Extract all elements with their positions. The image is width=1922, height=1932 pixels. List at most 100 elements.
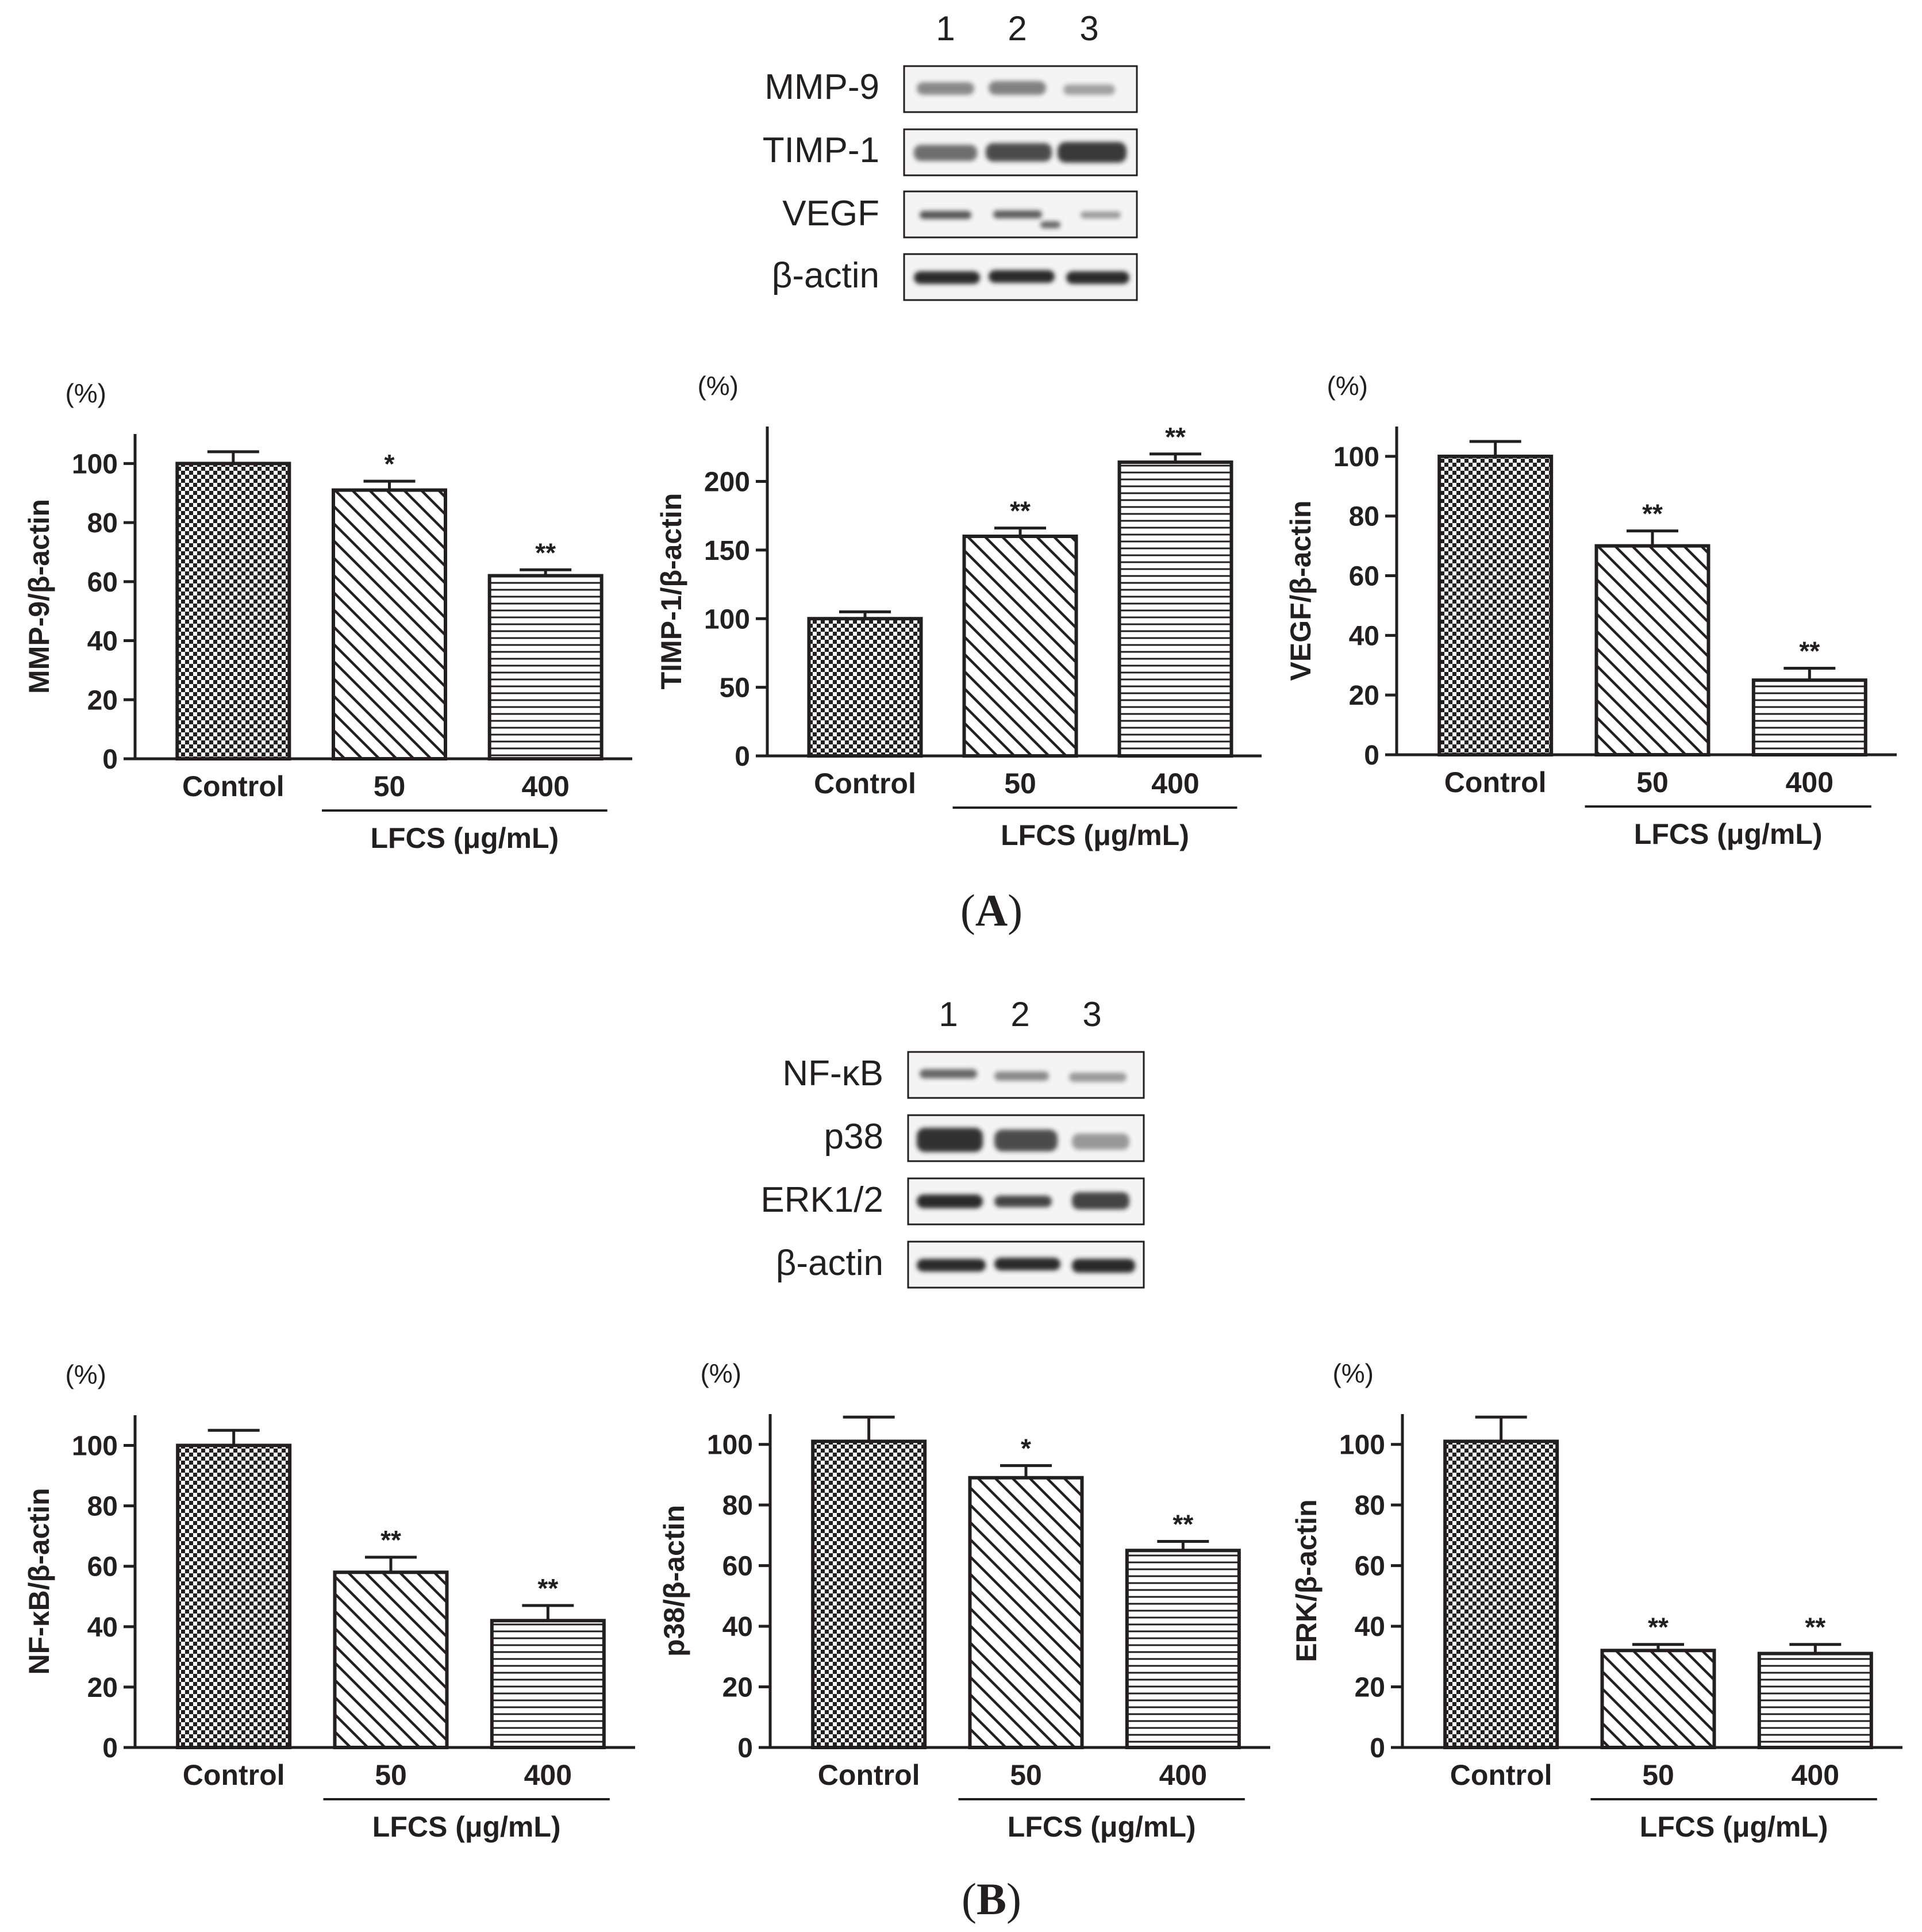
y-tick-label: 20 (722, 1673, 753, 1703)
y-tick-label: 40 (87, 627, 118, 657)
y-tick-label: 60 (1349, 562, 1379, 592)
significance-mark: ** (1799, 636, 1820, 666)
significance-mark: ** (1805, 1612, 1825, 1642)
group-label: LFCS (μg/mL) (1640, 1811, 1828, 1843)
x-tick-label: Control (183, 1759, 285, 1791)
band (994, 1196, 1052, 1207)
band (1040, 221, 1060, 228)
significance-mark: * (1021, 1434, 1031, 1464)
x-tick-label: Control (1450, 1759, 1552, 1791)
y-unit-label: (%) (65, 378, 106, 408)
significance-mark: ** (1642, 499, 1663, 529)
bar-50 (962, 535, 1078, 758)
bar-400 (1125, 1549, 1241, 1749)
y-tick-label: 100 (72, 1431, 118, 1462)
blot-panel-a: 1 2 3 MMP-9 TIMP-1 VEGF β-actin (763, 9, 1138, 301)
y-tick-label: 80 (87, 508, 118, 539)
bar-400 (490, 1619, 606, 1749)
y-tick-label: 60 (722, 1551, 753, 1582)
y-tick-label: 0 (737, 1733, 753, 1764)
bar-50 (1594, 544, 1710, 756)
x-tick-label: 400 (524, 1759, 572, 1791)
significance-mark: ** (537, 1573, 558, 1603)
blot-bands (917, 1069, 1135, 1273)
lane-label: 3 (1082, 995, 1101, 1034)
y-tick-label: 0 (735, 742, 750, 772)
y-axis-title: MMP-9/β-actin (23, 499, 55, 694)
y-tick-label: 60 (1355, 1551, 1385, 1582)
significance-mark: ** (1173, 1509, 1193, 1539)
panel-label-a-letter: A (975, 885, 1008, 935)
significance-mark: * (385, 449, 395, 479)
x-tick-label: 50 (1642, 1759, 1674, 1791)
blot-row-label: NF-κB (782, 1054, 883, 1093)
y-axis-title: ERK/β-actin (1290, 1499, 1323, 1662)
band (914, 145, 977, 161)
significance-mark: ** (1010, 496, 1031, 526)
blot-row-label: TIMP-1 (763, 130, 879, 170)
panel-label-b: (B) (962, 1874, 1021, 1924)
band (920, 211, 971, 219)
band (914, 271, 980, 284)
significance-mark: ** (1648, 1612, 1669, 1642)
x-tick-label: 50 (1004, 767, 1036, 800)
y-unit-label: (%) (697, 371, 739, 401)
y-tick-label: 100 (704, 604, 750, 635)
y-tick-label: 40 (87, 1612, 118, 1643)
blot-row-label: β-actin (776, 1243, 883, 1283)
band (920, 1069, 977, 1078)
group-label: LFCS (μg/mL) (372, 1811, 561, 1843)
lane-label: 2 (1008, 9, 1027, 48)
y-tick-label: 0 (102, 1733, 118, 1764)
band (917, 1259, 986, 1272)
y-axis-title: NF-κB/β-actin (23, 1488, 55, 1674)
bar-50 (333, 1570, 449, 1749)
lane-label: 2 (1010, 995, 1029, 1034)
band (993, 210, 1042, 218)
lane-label: 1 (939, 995, 958, 1034)
x-tick-label: 50 (374, 770, 406, 802)
group-label: LFCS (μg/mL) (1001, 819, 1189, 851)
x-tick-label: 400 (1786, 766, 1833, 798)
x-tick-label: 400 (1151, 767, 1199, 800)
y-tick-label: 20 (1355, 1673, 1385, 1703)
bar-50 (332, 488, 447, 760)
band (994, 1258, 1060, 1270)
bar-chart-2: 0 50 100 150 200 (%) TIMP-1/β-actin Control ** 50… (655, 371, 1262, 851)
bar-chart-1: 0 20 40 60 80 100 (%) MMP-9/β-actin Control * 50 **… (23, 378, 632, 854)
y-tick-label: 0 (102, 744, 118, 775)
band (1069, 1073, 1127, 1082)
band (917, 82, 974, 95)
blot-panel-b: 1 2 3 NF-κB p38 ERK1/2 β-actin (760, 995, 1145, 1289)
blot-row-label: β-actin (772, 256, 879, 295)
y-tick-label: 150 (704, 536, 750, 566)
y-axis-title: p38/β-actin (658, 1505, 690, 1657)
y-tick-label: 20 (87, 1673, 118, 1703)
significance-mark: ** (380, 1525, 401, 1555)
x-tick-label: 400 (521, 770, 569, 802)
bar-Control (807, 617, 923, 758)
y-tick-label: 100 (1333, 442, 1379, 473)
blot-row-label: MMP-9 (764, 67, 879, 107)
significance-mark: ** (535, 537, 556, 567)
band (989, 270, 1055, 283)
blot-bands (914, 81, 1129, 284)
bar-400 (1751, 678, 1867, 757)
x-tick-label: 50 (375, 1759, 407, 1791)
panel-label-b-letter: B (977, 1874, 1006, 1924)
bar-Control (811, 1439, 927, 1750)
bar-Control (1443, 1439, 1559, 1750)
y-tick-label: 80 (1349, 502, 1379, 532)
band (1058, 142, 1127, 163)
lane-label: 1 (936, 9, 955, 48)
band (1066, 271, 1129, 284)
y-axis-title: VEGF/β-actin (1285, 501, 1317, 681)
x-tick-label: Control (818, 1759, 920, 1791)
y-tick-label: 100 (72, 449, 118, 479)
y-unit-label: (%) (65, 1359, 106, 1389)
x-tick-label: Control (182, 770, 285, 802)
y-tick-label: 40 (722, 1612, 753, 1642)
bar-chart-4: 0 20 40 60 80 100 (%) NF-κB/β-actin Control ** 50 *… (23, 1359, 635, 1843)
y-axis-title: TIMP-1/β-actin (655, 493, 687, 690)
x-tick-label: 50 (1010, 1759, 1042, 1791)
